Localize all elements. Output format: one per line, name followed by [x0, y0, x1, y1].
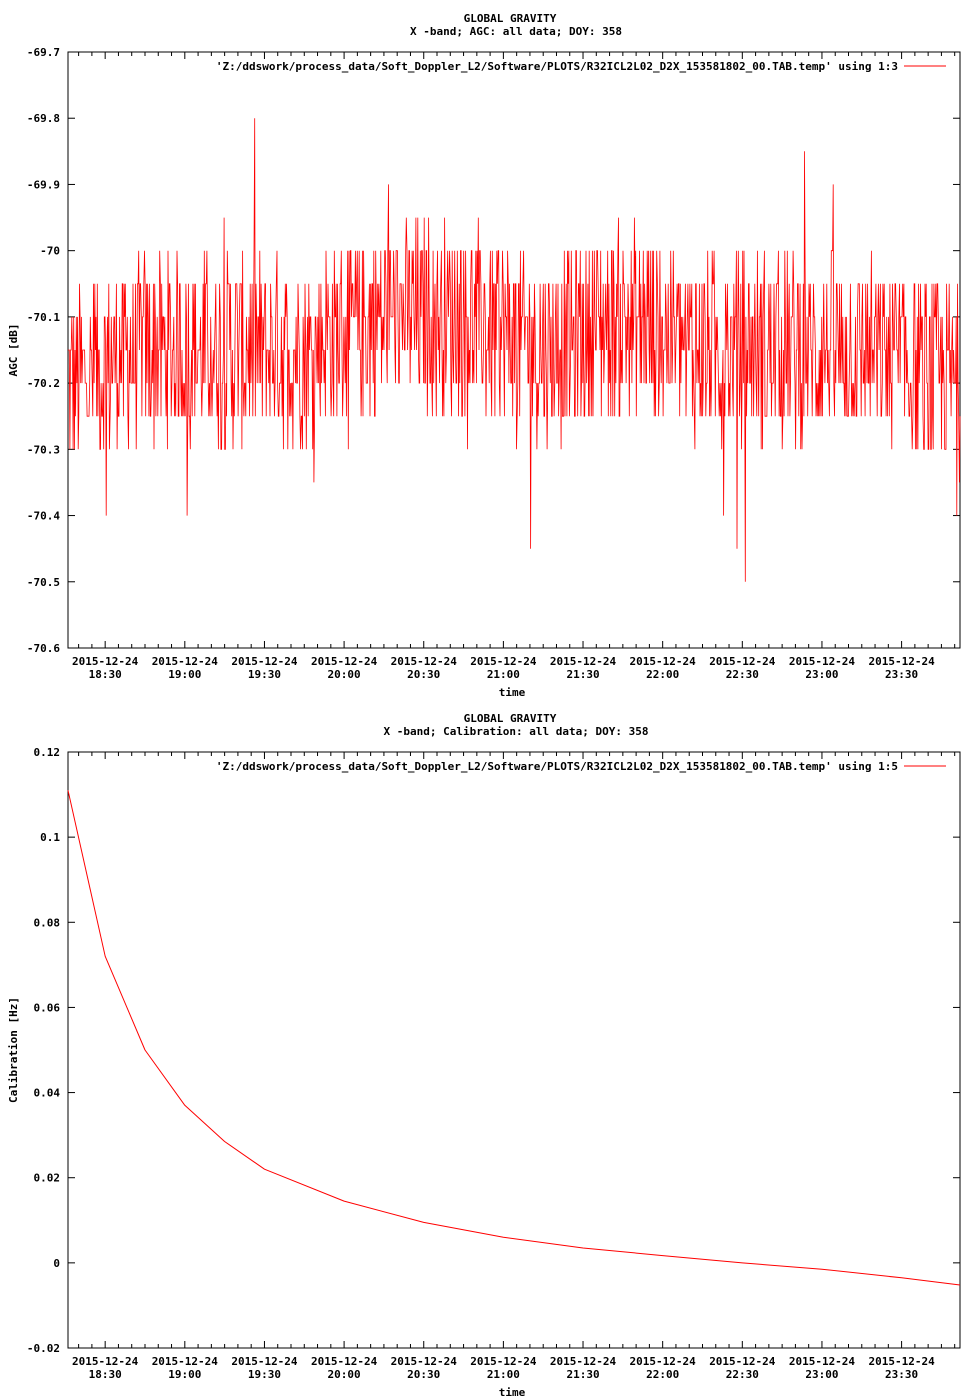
- data-series: [68, 118, 961, 582]
- y-tick-label: -69.9: [27, 178, 60, 191]
- y-tick-label: -70.4: [27, 510, 60, 523]
- chart-subtitle: X -band; AGC: all data; DOY: 358: [410, 25, 622, 38]
- x-tick-time: 21:00: [487, 668, 520, 681]
- y-tick-label: 0: [53, 1257, 60, 1270]
- x-tick-time: 22:00: [646, 1368, 679, 1381]
- x-tick-date: 2015-12-24: [630, 1355, 697, 1368]
- x-tick-date: 2015-12-24: [550, 1355, 617, 1368]
- x-tick-date: 2015-12-24: [709, 1355, 776, 1368]
- x-tick-date: 2015-12-24: [391, 655, 458, 668]
- legend-entry: 'Z:/ddswork/process_data/Soft_Doppler_L2…: [216, 760, 898, 773]
- agc-chart: GLOBAL GRAVITY X -band; AGC: all data; D…: [7, 12, 961, 699]
- x-tick-date: 2015-12-24: [789, 655, 856, 668]
- y-tick-label: 0.02: [34, 1172, 61, 1185]
- y-tick-label: 0.06: [34, 1001, 61, 1014]
- series-line: [68, 118, 961, 582]
- x-tick-date: 2015-12-24: [470, 655, 537, 668]
- plot-border: [67, 751, 961, 1349]
- x-tick-date: 2015-12-24: [630, 655, 697, 668]
- x-tick-date: 2015-12-24: [311, 1355, 378, 1368]
- data-series: [67, 790, 961, 1286]
- x-tick-time: 19:00: [168, 1368, 201, 1381]
- x-tick-time: 22:30: [726, 668, 759, 681]
- x-tick-time: 21:30: [566, 1368, 599, 1381]
- y-tick-label: -69.8: [27, 112, 60, 125]
- x-tick-time: 22:30: [726, 1368, 759, 1381]
- legend-entry: 'Z:/ddswork/process_data/Soft_Doppler_L2…: [216, 60, 898, 73]
- x-tick-time: 21:00: [487, 1368, 520, 1381]
- y-axis: -69.7 -69.8 -69.9 -70 -70.1 -70.2 -70.3 -70.4 -7…: [27, 46, 960, 655]
- chart-title: GLOBAL GRAVITY: [464, 12, 557, 25]
- x-tick-time: 23:30: [885, 1368, 918, 1381]
- x-axis-label: time: [499, 1386, 526, 1399]
- x-tick-date: 2015-12-24: [550, 655, 617, 668]
- x-tick-time: 23:00: [805, 668, 838, 681]
- x-tick-date: 2015-12-24: [391, 1355, 458, 1368]
- x-tick-date: 2015-12-24: [152, 655, 219, 668]
- y-tick-label: 0.08: [34, 916, 61, 929]
- y-axis: 0.12 0.1 0.08 0.06 0.04 0.02 0 -0.02: [27, 746, 960, 1355]
- series-line: [67, 790, 961, 1286]
- y-tick-label: -70: [40, 245, 60, 258]
- chart-subtitle: X -band; Calibration: all data; DOY: 358: [384, 725, 649, 738]
- x-tick-time: 20:00: [328, 668, 361, 681]
- x-tick-date: 2015-12-24: [231, 1355, 298, 1368]
- y-axis-label: Calibration [Hz]: [7, 997, 20, 1103]
- x-tick-time: 20:30: [407, 1368, 440, 1381]
- x-axis-label: time: [499, 686, 526, 699]
- x-tick-time: 19:30: [248, 1368, 281, 1381]
- y-tick-label: -70.3: [27, 443, 60, 456]
- x-tick-date: 2015-12-24: [868, 655, 935, 668]
- y-tick-label: -70.6: [27, 642, 60, 655]
- x-tick-time: 18:30: [89, 668, 122, 681]
- calibration-chart: GLOBAL GRAVITY X -band; Calibration: all…: [7, 712, 961, 1399]
- x-axis: 2015-12-2418:302015-12-2419:002015-12-24…: [72, 752, 956, 1381]
- x-tick-time: 23:30: [885, 668, 918, 681]
- y-tick-label: 0.12: [34, 746, 61, 759]
- x-tick-date: 2015-12-24: [152, 1355, 219, 1368]
- x-tick-date: 2015-12-24: [231, 655, 298, 668]
- y-axis-label: AGC [dB]: [7, 324, 20, 377]
- y-tick-label: 0.1: [40, 831, 60, 844]
- x-tick-date: 2015-12-24: [789, 1355, 856, 1368]
- x-tick-date: 2015-12-24: [72, 1355, 139, 1368]
- x-tick-date: 2015-12-24: [311, 655, 378, 668]
- x-tick-time: 20:30: [407, 668, 440, 681]
- y-tick-label: 0.04: [34, 1087, 61, 1100]
- y-tick-label: -69.7: [27, 46, 60, 59]
- x-tick-date: 2015-12-24: [868, 1355, 935, 1368]
- chart-title: GLOBAL GRAVITY: [464, 712, 557, 725]
- x-tick-time: 20:00: [328, 1368, 361, 1381]
- x-tick-date: 2015-12-24: [470, 1355, 537, 1368]
- x-tick-time: 23:00: [805, 1368, 838, 1381]
- x-axis: 2015-12-2418:302015-12-2419:002015-12-24…: [72, 52, 956, 681]
- x-tick-time: 19:30: [248, 668, 281, 681]
- x-tick-time: 22:00: [646, 668, 679, 681]
- x-tick-date: 2015-12-24: [72, 655, 139, 668]
- y-tick-label: -70.1: [27, 311, 60, 324]
- y-tick-label: -70.5: [27, 576, 60, 589]
- y-tick-label: -0.02: [27, 1342, 60, 1355]
- y-tick-label: -70.2: [27, 377, 60, 390]
- x-tick-date: 2015-12-24: [709, 655, 776, 668]
- x-tick-time: 18:30: [89, 1368, 122, 1381]
- x-tick-time: 19:00: [168, 668, 201, 681]
- x-tick-time: 21:30: [566, 668, 599, 681]
